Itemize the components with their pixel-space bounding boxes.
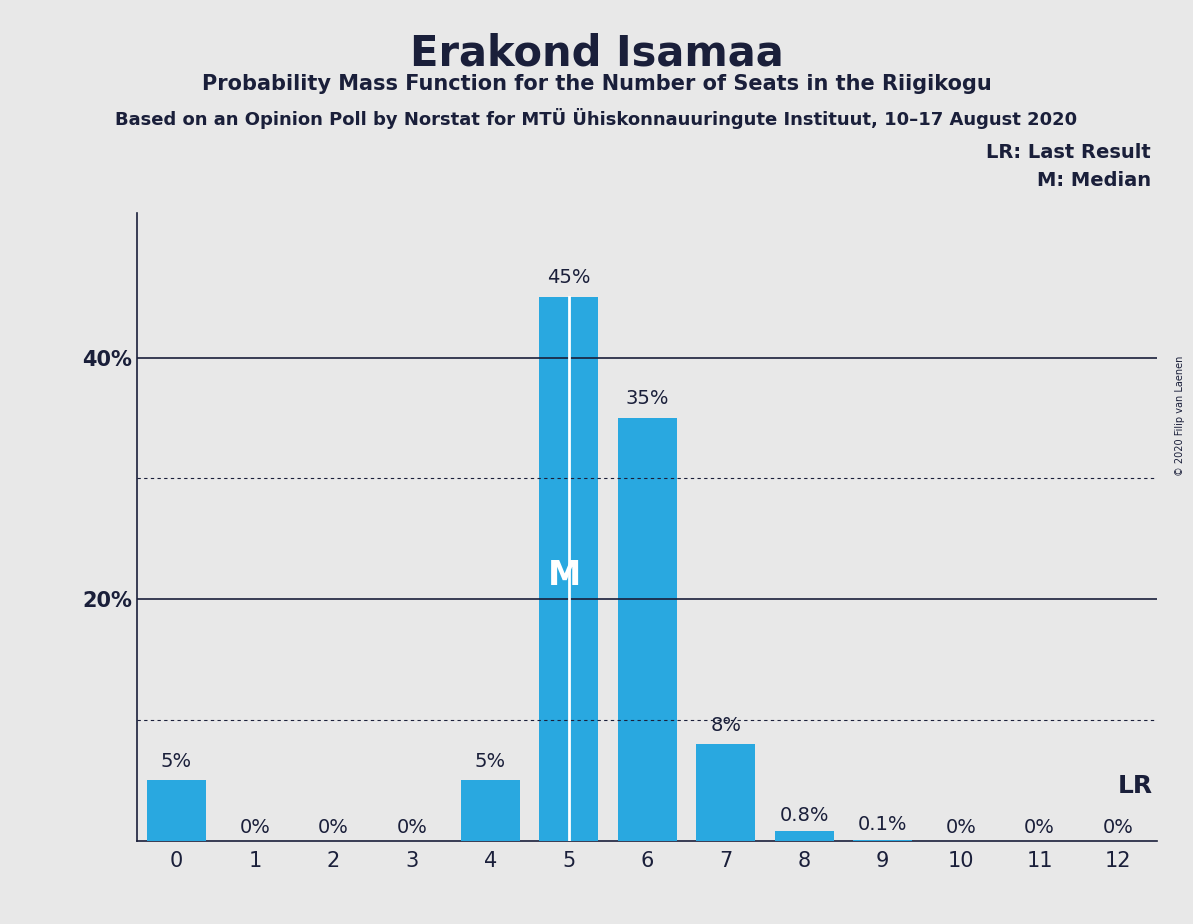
Bar xyxy=(147,781,206,841)
Text: 0%: 0% xyxy=(317,819,348,837)
Text: 0%: 0% xyxy=(946,819,977,837)
Text: LR: LR xyxy=(1118,774,1154,798)
Text: 0%: 0% xyxy=(1024,819,1055,837)
Text: 0%: 0% xyxy=(1102,819,1133,837)
Text: M: Median: M: Median xyxy=(1037,171,1151,190)
Text: M: M xyxy=(549,558,581,591)
Bar xyxy=(618,418,676,841)
Text: 0%: 0% xyxy=(240,819,271,837)
Bar xyxy=(697,744,755,841)
Text: © 2020 Filip van Laenen: © 2020 Filip van Laenen xyxy=(1175,356,1185,476)
Text: 0%: 0% xyxy=(396,819,427,837)
Text: Erakond Isamaa: Erakond Isamaa xyxy=(409,32,784,74)
Bar xyxy=(853,840,911,841)
Text: 0.1%: 0.1% xyxy=(858,815,908,833)
Text: 0.8%: 0.8% xyxy=(779,806,829,825)
Text: 8%: 8% xyxy=(710,715,741,735)
Text: LR: Last Result: LR: Last Result xyxy=(987,143,1151,163)
Text: 35%: 35% xyxy=(625,389,669,408)
Bar xyxy=(460,781,520,841)
Text: 5%: 5% xyxy=(161,752,192,771)
Bar xyxy=(774,832,834,841)
Text: Probability Mass Function for the Number of Seats in the Riigikogu: Probability Mass Function for the Number… xyxy=(202,74,991,94)
Bar xyxy=(539,298,598,841)
Text: Based on an Opinion Poll by Norstat for MTÜ Ühiskonnauuringute Instituut, 10–17 : Based on an Opinion Poll by Norstat for … xyxy=(116,108,1077,129)
Text: 5%: 5% xyxy=(475,752,506,771)
Text: 45%: 45% xyxy=(546,269,591,287)
